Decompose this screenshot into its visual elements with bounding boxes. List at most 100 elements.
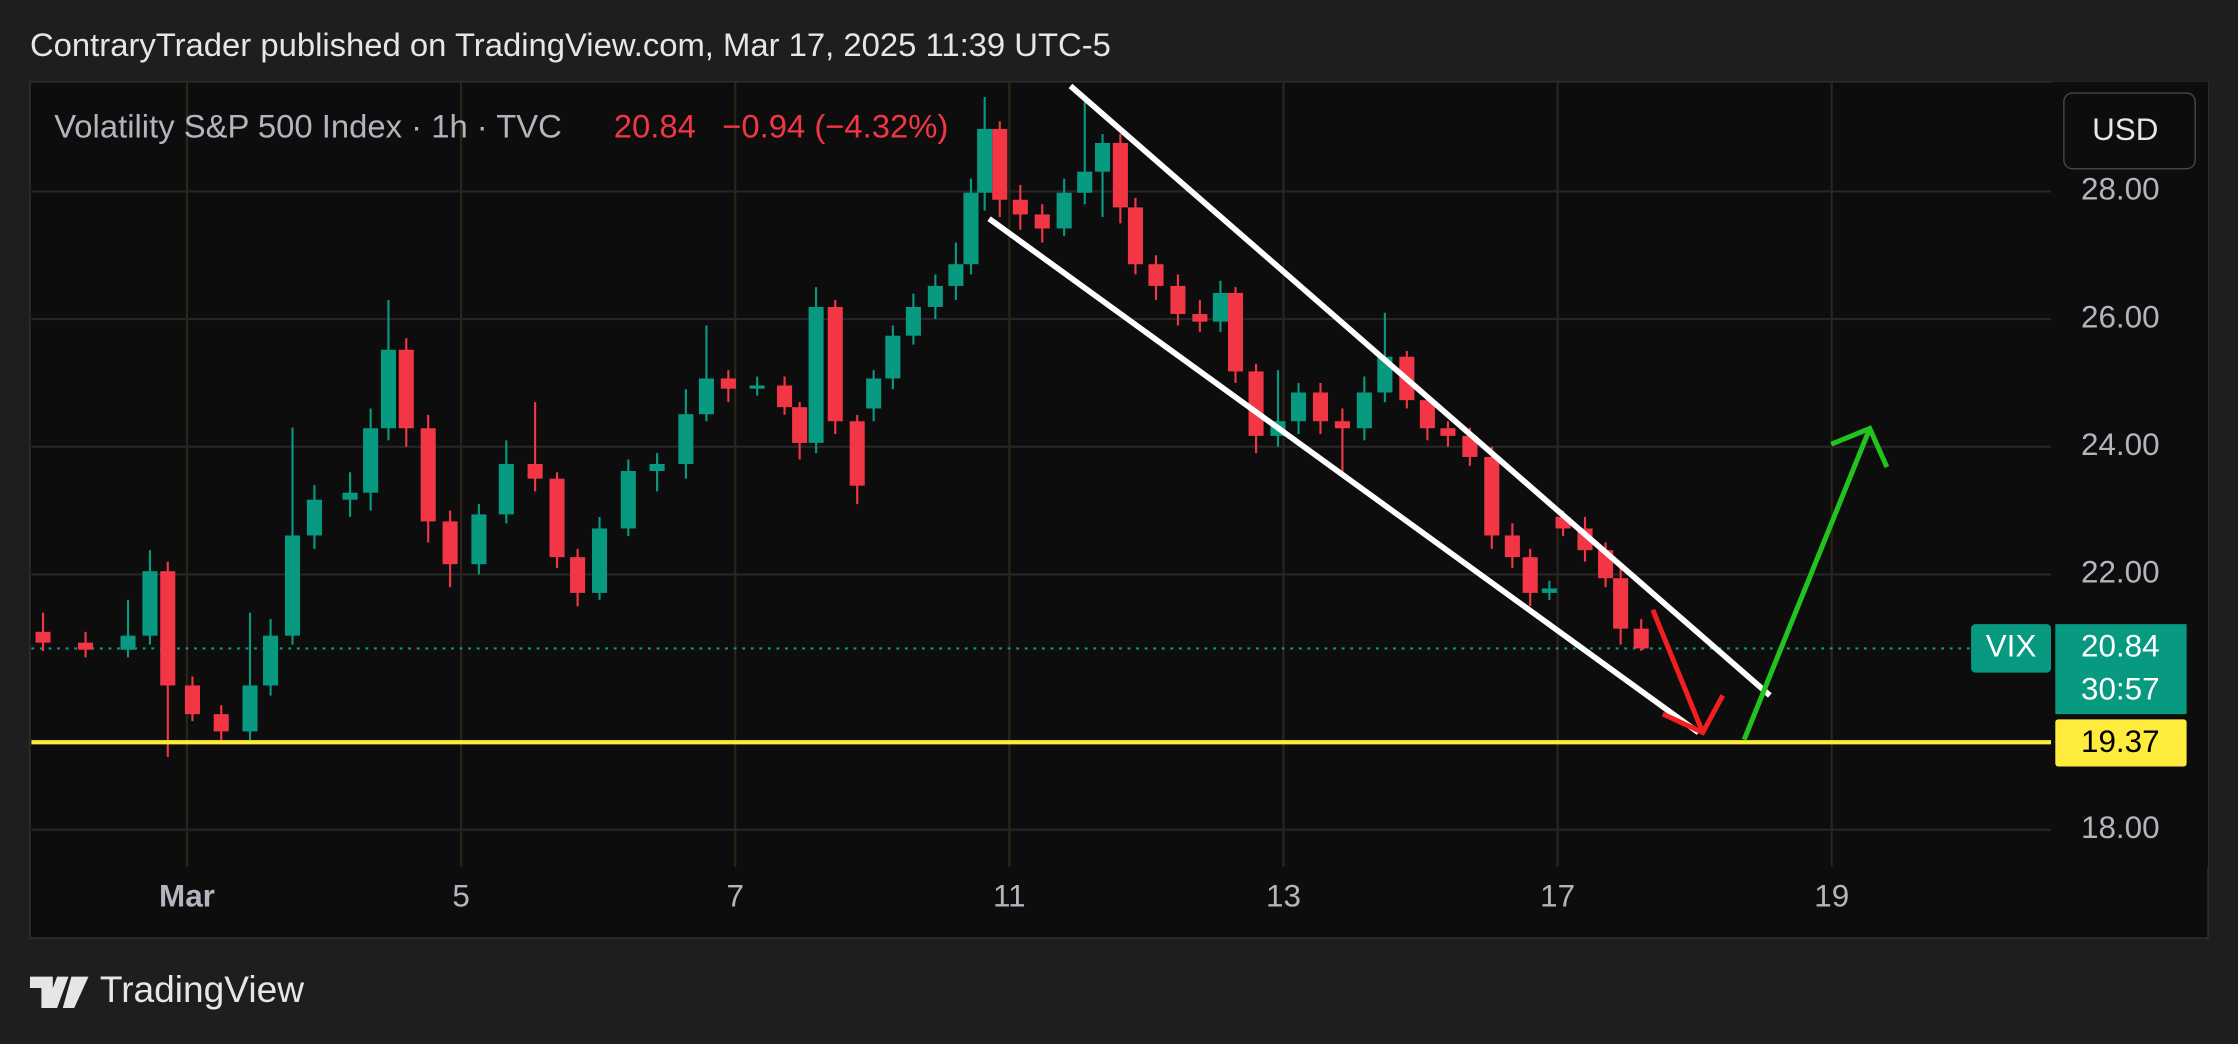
candle-body: [570, 557, 586, 593]
candle-body: [1095, 142, 1111, 172]
candle-body: [678, 414, 694, 464]
candle-body: [1555, 516, 1571, 529]
x-tick-label: 7: [726, 878, 743, 913]
currency-label[interactable]: USD: [2092, 112, 2158, 147]
x-tick-label: 19: [1814, 878, 1849, 913]
y-tick-label: 26.00: [2081, 299, 2160, 334]
candle-body: [1613, 578, 1629, 629]
candle-body: [184, 685, 200, 715]
candle-body: [78, 642, 94, 650]
candle-body: [142, 571, 158, 636]
candle-body: [306, 499, 322, 536]
candle-body: [120, 635, 136, 650]
price-tags: VIX 20.84 30:57 19.37: [1971, 624, 2187, 767]
candle-body: [1504, 535, 1520, 558]
currency-button[interactable]: [2063, 92, 2196, 170]
candle-body: [213, 714, 229, 732]
x-tick-label: 11: [993, 878, 1026, 913]
candle-body: [549, 478, 565, 558]
candle-body: [498, 463, 514, 515]
candle-body: [420, 428, 436, 522]
candle-body: [977, 128, 993, 193]
candle-body: [380, 349, 396, 429]
candle-body: [1077, 171, 1093, 193]
candle-body: [1522, 557, 1538, 593]
candle-body: [35, 631, 51, 643]
candle-body: [1192, 313, 1208, 322]
symbol-tag-label: VIX: [1986, 629, 2037, 664]
candle-body: [1419, 400, 1435, 429]
candle-body: [827, 306, 843, 422]
candle-body: [1248, 371, 1264, 436]
candle-body: [927, 285, 943, 307]
candle-body: [363, 428, 379, 493]
candle-body: [905, 306, 921, 336]
candle-body: [342, 492, 358, 500]
channel-upper: [1068, 83, 1772, 698]
red-arrow: [1650, 608, 1706, 734]
candle-body: [1170, 285, 1186, 314]
candle-body: [1462, 435, 1478, 457]
candle-body: [1227, 292, 1244, 372]
candles: [31, 96, 2052, 757]
y-tick-label: 18.00: [2081, 810, 2160, 845]
candle-body: [398, 349, 414, 429]
x-tick-label: Mar: [159, 878, 215, 913]
candle-body: [1312, 392, 1329, 422]
candle-body: [1127, 207, 1143, 265]
candle-body: [1056, 192, 1072, 229]
candle-body: [284, 535, 301, 636]
legend-change: −0.94 (−4.32%): [722, 107, 948, 144]
chart-frame: [29, 80, 2209, 939]
brand: TradingView: [29, 968, 304, 1010]
candle-body: [1440, 428, 1456, 436]
candle-body: [620, 470, 636, 529]
x-tick-label: 17: [1540, 878, 1575, 913]
candle-body: [1541, 588, 1557, 593]
candle-body: [1034, 214, 1050, 229]
candle-body: [471, 514, 487, 565]
candle-body: [992, 128, 1008, 200]
candle-body: [591, 528, 608, 593]
y-tick-label: 24.00: [2081, 427, 2160, 462]
symbol-tag: [1971, 624, 2052, 673]
channel-lower: [987, 216, 1701, 735]
y-tick-label: 28.00: [2081, 172, 2160, 207]
candle-body: [720, 378, 736, 389]
candle-body: [1291, 392, 1307, 422]
candle-body: [749, 385, 765, 389]
candle-body: [242, 685, 258, 732]
candle-body: [1356, 392, 1372, 429]
candle-body: [777, 385, 793, 408]
legend: Volatility S&P 500 Index · 1h · TVC 20.8…: [54, 107, 948, 144]
legend-price: 20.84: [614, 107, 696, 144]
x-tick-label: 5: [452, 878, 469, 913]
candle-body: [649, 463, 665, 471]
last-price-tag: [2055, 624, 2187, 715]
candle-body: [1112, 142, 1128, 208]
candle-body: [698, 378, 714, 415]
candle-body: [1334, 421, 1350, 429]
support-tag: [2055, 719, 2187, 767]
candle-body: [1012, 199, 1028, 215]
brand-name: TradingView: [100, 968, 304, 1010]
support-label: 19.37: [2081, 724, 2160, 759]
candle-body: [527, 463, 543, 479]
drawings: [987, 83, 1890, 741]
candle-body: [866, 378, 882, 409]
candle-body: [1212, 292, 1228, 322]
candle-body: [948, 264, 964, 286]
candle-body: [160, 571, 176, 686]
candle-body: [1484, 456, 1500, 536]
x-tick-label: 13: [1266, 878, 1301, 913]
brand-logo: [29, 976, 89, 1008]
red-arrow-head: [1661, 694, 1725, 736]
candle-body: [442, 521, 458, 565]
candle-body: [885, 335, 901, 379]
published-line: ContraryTrader published on TradingView.…: [30, 26, 1111, 63]
candle-body: [963, 192, 979, 265]
candle-body: [792, 407, 808, 443]
green-arrow-head: [1830, 425, 1890, 469]
